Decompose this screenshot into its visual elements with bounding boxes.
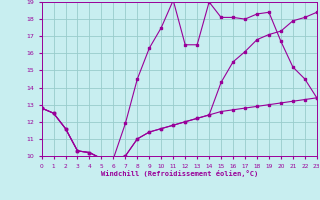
X-axis label: Windchill (Refroidissement éolien,°C): Windchill (Refroidissement éolien,°C) (100, 170, 258, 177)
